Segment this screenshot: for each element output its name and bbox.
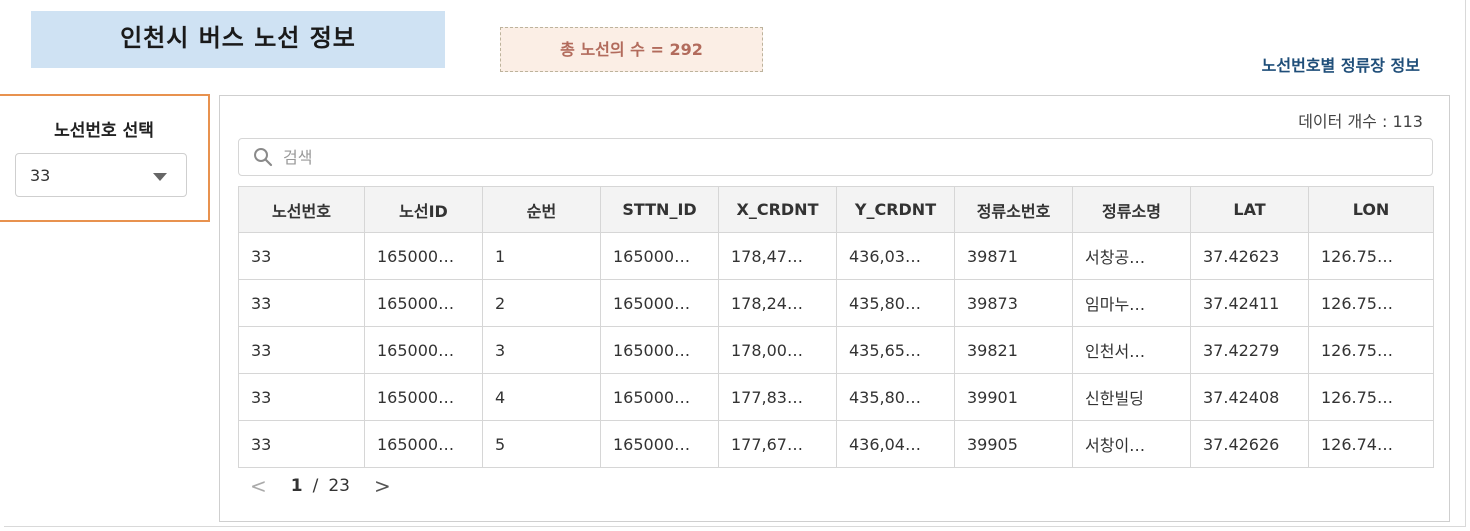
column-header-stop-name[interactable]: 정류소명 <box>1072 186 1191 233</box>
table-cell: 37.42623 <box>1190 232 1309 280</box>
column-header-lat[interactable]: LAT <box>1190 186 1309 233</box>
route-select-label: 노선번호 선택 <box>54 121 154 141</box>
table-cell: 126.75… <box>1308 232 1434 280</box>
table-row[interactable]: 33 165000… 2 165000… 178,24… 435,80… 398… <box>238 279 1434 327</box>
table-cell: 165000… <box>600 373 719 421</box>
table-cell: 126.75… <box>1308 279 1434 327</box>
table-cell: 165000… <box>364 232 483 280</box>
table-cell: 435,65… <box>836 326 955 374</box>
table-cell: 436,03… <box>836 232 955 280</box>
column-header-stop-no[interactable]: 정류소번호 <box>954 186 1073 233</box>
table-cell: 39821 <box>954 326 1073 374</box>
table-cell: 3 <box>482 326 601 374</box>
table-cell: 165000… <box>364 279 483 327</box>
table-cell: 33 <box>238 373 365 421</box>
table-cell: 165000… <box>600 420 719 468</box>
table-cell: 33 <box>238 279 365 327</box>
table-cell: 37.42411 <box>1190 279 1309 327</box>
next-page-button[interactable]: > <box>373 474 391 498</box>
route-count-text: 총 노선의 수 = 292 <box>560 39 703 59</box>
column-header-seq[interactable]: 순번 <box>482 186 601 233</box>
data-count: 데이터 개수 : 113 <box>1298 112 1423 131</box>
table-cell: 178,47… <box>718 232 837 280</box>
table-cell: 5 <box>482 420 601 468</box>
search-box[interactable] <box>238 138 1433 176</box>
table-cell: 178,00… <box>718 326 837 374</box>
table-cell: 39871 <box>954 232 1073 280</box>
table-cell: 39905 <box>954 420 1073 468</box>
table-cell: 436,04… <box>836 420 955 468</box>
table-cell: 126.74… <box>1308 420 1434 468</box>
table-cell: 435,80… <box>836 373 955 421</box>
table-cell: 33 <box>238 232 365 280</box>
table-cell: 39901 <box>954 373 1073 421</box>
route-select-panel: 노선번호 선택 33 <box>0 94 210 222</box>
column-header-x-crdnt[interactable]: X_CRDNT <box>718 186 837 233</box>
pagination: < 1 / 23 > <box>250 474 391 498</box>
table-cell: 신한빌딩 <box>1072 373 1191 421</box>
table-row[interactable]: 33 165000… 3 165000… 178,00… 435,65… 398… <box>238 326 1434 374</box>
route-stop-info-heading: 노선번호별 정류장 정보 <box>1261 56 1420 75</box>
table-cell: 4 <box>482 373 601 421</box>
page-title-banner: 인천시 버스 노선 정보 <box>31 11 445 68</box>
route-count-box: 총 노선의 수 = 292 <box>500 27 763 72</box>
page-title: 인천시 버스 노선 정보 <box>120 24 356 52</box>
table-cell: 서창공… <box>1072 232 1191 280</box>
table-cell: 37.42279 <box>1190 326 1309 374</box>
total-pages: 23 <box>328 476 350 496</box>
table-cell: 177,67… <box>718 420 837 468</box>
table-cell: 37.42626 <box>1190 420 1309 468</box>
table-row[interactable]: 33 165000… 5 165000… 177,67… 436,04… 399… <box>238 420 1434 468</box>
table-cell: 177,83… <box>718 373 837 421</box>
search-icon <box>254 148 273 167</box>
table-cell: 37.42408 <box>1190 373 1309 421</box>
table-cell: 33 <box>238 326 365 374</box>
table-row[interactable]: 33 165000… 4 165000… 177,83… 435,80… 399… <box>238 373 1434 421</box>
table-cell: 165000… <box>364 420 483 468</box>
table-cell: 인천서… <box>1072 326 1191 374</box>
table-cell: 126.75… <box>1308 326 1434 374</box>
table-cell: 1 <box>482 232 601 280</box>
chevron-down-icon <box>153 173 167 181</box>
table-cell: 165000… <box>364 373 483 421</box>
column-header-y-crdnt[interactable]: Y_CRDNT <box>836 186 955 233</box>
table-cell: 165000… <box>600 326 719 374</box>
route-select-value: 33 <box>30 165 51 185</box>
column-header-lon[interactable]: LON <box>1308 186 1434 233</box>
table-cell: 서창이… <box>1072 420 1191 468</box>
table-cell: 39873 <box>954 279 1073 327</box>
prev-page-button[interactable]: < <box>250 474 267 498</box>
table-cell: 33 <box>238 420 365 468</box>
current-page: 1 <box>290 476 303 496</box>
table-cell: 2 <box>482 279 601 327</box>
page-separator: / <box>312 476 319 496</box>
column-header-route-no[interactable]: 노선번호 <box>238 186 365 233</box>
column-header-route-id[interactable]: 노선ID <box>364 186 483 233</box>
page-frame <box>4 0 1466 527</box>
search-input[interactable] <box>281 146 1385 168</box>
table-cell: 435,80… <box>836 279 955 327</box>
table-cell: 임마누… <box>1072 279 1191 327</box>
stop-table-panel: 데이터 개수 : 113 노선번호 노선ID 순번 STTN_ID X_CRDN… <box>219 95 1450 522</box>
route-select-dropdown[interactable]: 33 <box>15 153 187 197</box>
table-cell: 165000… <box>600 232 719 280</box>
table-header-row: 노선번호 노선ID 순번 STTN_ID X_CRDNT Y_CRDNT 정류소… <box>238 186 1434 233</box>
table-cell: 178,24… <box>718 279 837 327</box>
stop-table: 노선번호 노선ID 순번 STTN_ID X_CRDNT Y_CRDNT 정류소… <box>238 186 1434 468</box>
table-cell: 165000… <box>600 279 719 327</box>
table-cell: 126.75… <box>1308 373 1434 421</box>
table-cell: 165000… <box>364 326 483 374</box>
column-header-sttn-id[interactable]: STTN_ID <box>600 186 719 233</box>
table-row[interactable]: 33 165000… 1 165000… 178,47… 436,03… 398… <box>238 232 1434 280</box>
